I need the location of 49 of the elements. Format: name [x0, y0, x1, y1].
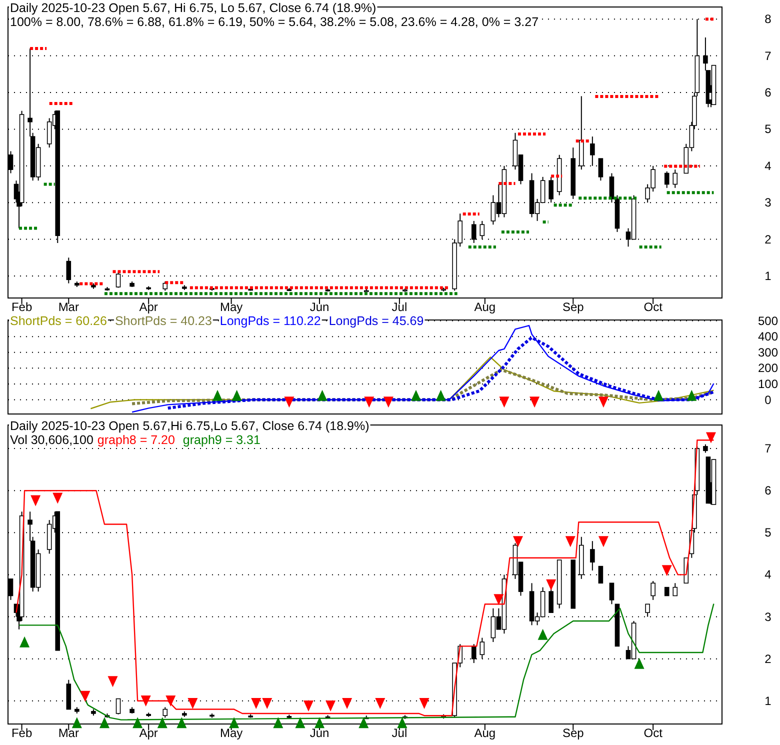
y-tick-label: 2	[764, 232, 772, 246]
x-tick-label: Oct	[644, 726, 664, 740]
chart-title: Daily 2025-10-23 Open 5.67, Hi 6.75, Lo 5.67, Close 6.74 (18.9%)	[10, 1, 376, 15]
text: graph9 = 3.31	[182, 433, 260, 447]
x-tick-label: Feb	[11, 300, 32, 314]
y-tick-label: 500	[758, 314, 778, 328]
y-tick-label: 1	[764, 268, 772, 283]
x-tick-label: Jun	[310, 300, 330, 314]
x-tick-label: May	[220, 300, 243, 314]
y-tick-label: 300	[758, 345, 778, 360]
y-tick-label: 6	[764, 86, 772, 100]
y-tick-label: 400	[758, 330, 778, 344]
chart-title: Daily 2025-10-23 Open 5.67,Hi 6.75,Lo 5.67, Close 6.74 (18.9%)	[10, 419, 370, 433]
text: Vol 30,606,100	[10, 433, 94, 447]
text: graph8 = 7.20	[97, 433, 175, 447]
y-tick-label: 4	[764, 158, 772, 173]
text: 100% = 8.00, 78.6% = 6.88, 61.8% = 6.19, 50% = 5.64, 38.2% = 5.08, 23.6% = 4.28, 0% = 3.27	[10, 15, 539, 29]
y-tick-label: 7	[764, 442, 772, 456]
y-tick-label: 1	[764, 694, 772, 708]
x-tick-label: Jun	[310, 726, 330, 740]
x-tick-label: Apr	[139, 300, 158, 314]
x-tick-label: Jul	[392, 726, 408, 740]
x-tick-label: Sep	[562, 300, 584, 314]
x-tick-label: Aug	[474, 726, 496, 740]
y-tick-label: 5	[764, 526, 772, 540]
y-tick-label: 6	[764, 484, 772, 498]
x-tick-label: May	[220, 726, 243, 740]
text: ShortPds = 40.23	[114, 314, 212, 328]
y-tick-label: 100	[758, 376, 778, 391]
x-tick-label: Sep	[562, 726, 584, 740]
x-tick-label: Jul	[392, 300, 408, 314]
x-tick-label: Apr	[139, 726, 158, 740]
x-tick-label: Oct	[644, 300, 664, 314]
x-tick-label: Mar	[58, 726, 79, 740]
x-tick-label: Mar	[58, 300, 79, 314]
x-tick-label: Aug	[474, 300, 496, 314]
y-tick-label: 2	[764, 652, 772, 666]
text: LongPds = 45.69	[328, 314, 424, 328]
x-tick-label: Feb	[11, 726, 32, 740]
y-tick-label: 0	[764, 392, 772, 407]
y-tick-label: 7	[764, 48, 772, 63]
y-tick-label: 8	[764, 12, 772, 26]
y-tick-label: 200	[758, 361, 778, 376]
y-tick-label: 5	[764, 122, 772, 136]
text: ShortPds = 60.26	[10, 314, 107, 328]
y-tick-label: 4	[764, 568, 772, 582]
text: LongPds = 110.22	[220, 314, 321, 328]
y-tick-label: 3	[764, 196, 772, 210]
y-tick-label: 3	[764, 610, 772, 624]
